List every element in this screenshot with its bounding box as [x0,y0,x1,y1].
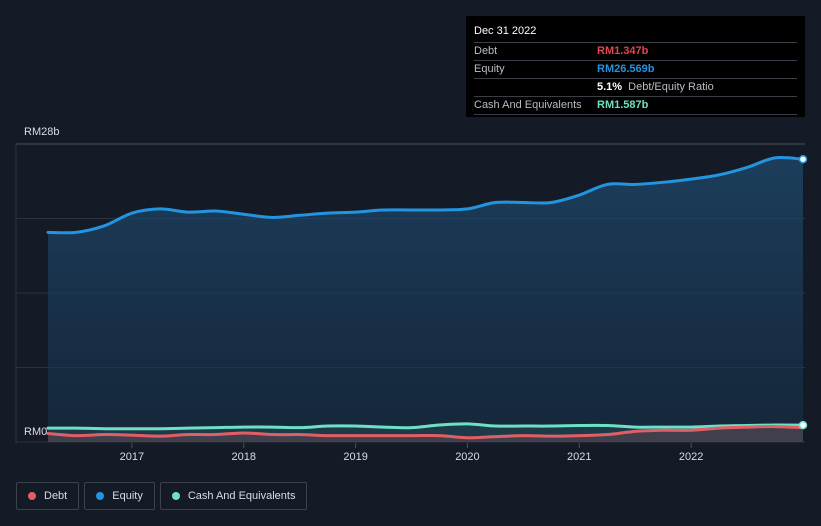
equity-end-point [798,154,808,164]
debt-area [48,426,803,442]
x-tick-label-2022: 2022 [679,451,703,463]
y-axis-top-label: RM28b [24,126,59,138]
tooltip-row-equity: Equity RM26.569b [474,61,797,79]
debt-line [46,425,805,440]
data-tooltip: Dec 31 2022 Debt RM1.347b Equity RM26.56… [466,16,805,117]
tooltip-equity-label: Equity [474,63,505,75]
legend-equity-dot-icon [96,492,105,500]
cash-and-equivalents-line [46,422,805,431]
tooltip-ratio: 5.1% Debt/Equity Ratio [597,79,714,95]
tooltip-date: Dec 31 2022 [474,24,797,43]
series-areas [48,157,803,443]
tooltip-cash-value: RM1.587b [597,99,649,111]
tooltip-debt-value: RM1.347b [597,45,649,57]
y-axis-bottom-label: RM0 [24,426,47,438]
chart-legend: Debt Equity Cash And Equivalents [16,482,312,510]
x-tick-label-2017: 2017 [120,451,144,463]
x-tick-label-2021: 2021 [567,451,591,463]
legend-equity-label: Equity [112,490,143,502]
series-lines [46,155,805,440]
tooltip-equity-value: RM26.569b [597,63,655,75]
legend-item-equity[interactable]: Equity [84,482,155,510]
x-tick-label-2020: 2020 [455,451,479,463]
legend-debt-label: Debt [44,490,68,502]
x-tick-label-2018: 2018 [231,451,255,463]
equity-area [48,157,803,443]
axes: RM28b RM0 [24,126,59,438]
tooltip-ratio-value: 5.1% [597,81,623,93]
tooltip-ratio-label: Debt/Equity Ratio [628,81,714,93]
cash-and-equivalents-end-point [798,420,808,430]
legend-item-cash[interactable]: Cash And Equivalents [159,482,308,510]
legend-cash-dot-icon [171,492,180,500]
legend-debt-dot-icon [28,492,36,500]
legend-item-debt[interactable]: Debt [16,482,80,510]
equity-line [46,155,805,235]
x-axis-ticks: 2017 2018 2019 2020 2021 2022 [120,443,703,463]
tooltip-row-ratio: 5.1% Debt/Equity Ratio [474,79,797,97]
tooltip-row-debt: Debt RM1.347b [474,43,797,61]
end-markers [798,154,808,430]
tooltip-cash-label: Cash And Equivalents [474,99,582,111]
legend-cash-label: Cash And Equivalents [187,490,296,502]
tooltip-debt-label: Debt [474,45,498,57]
tooltip-row-cash: Cash And Equivalents RM1.587b [474,97,797,115]
x-tick-label-2019: 2019 [343,451,367,463]
